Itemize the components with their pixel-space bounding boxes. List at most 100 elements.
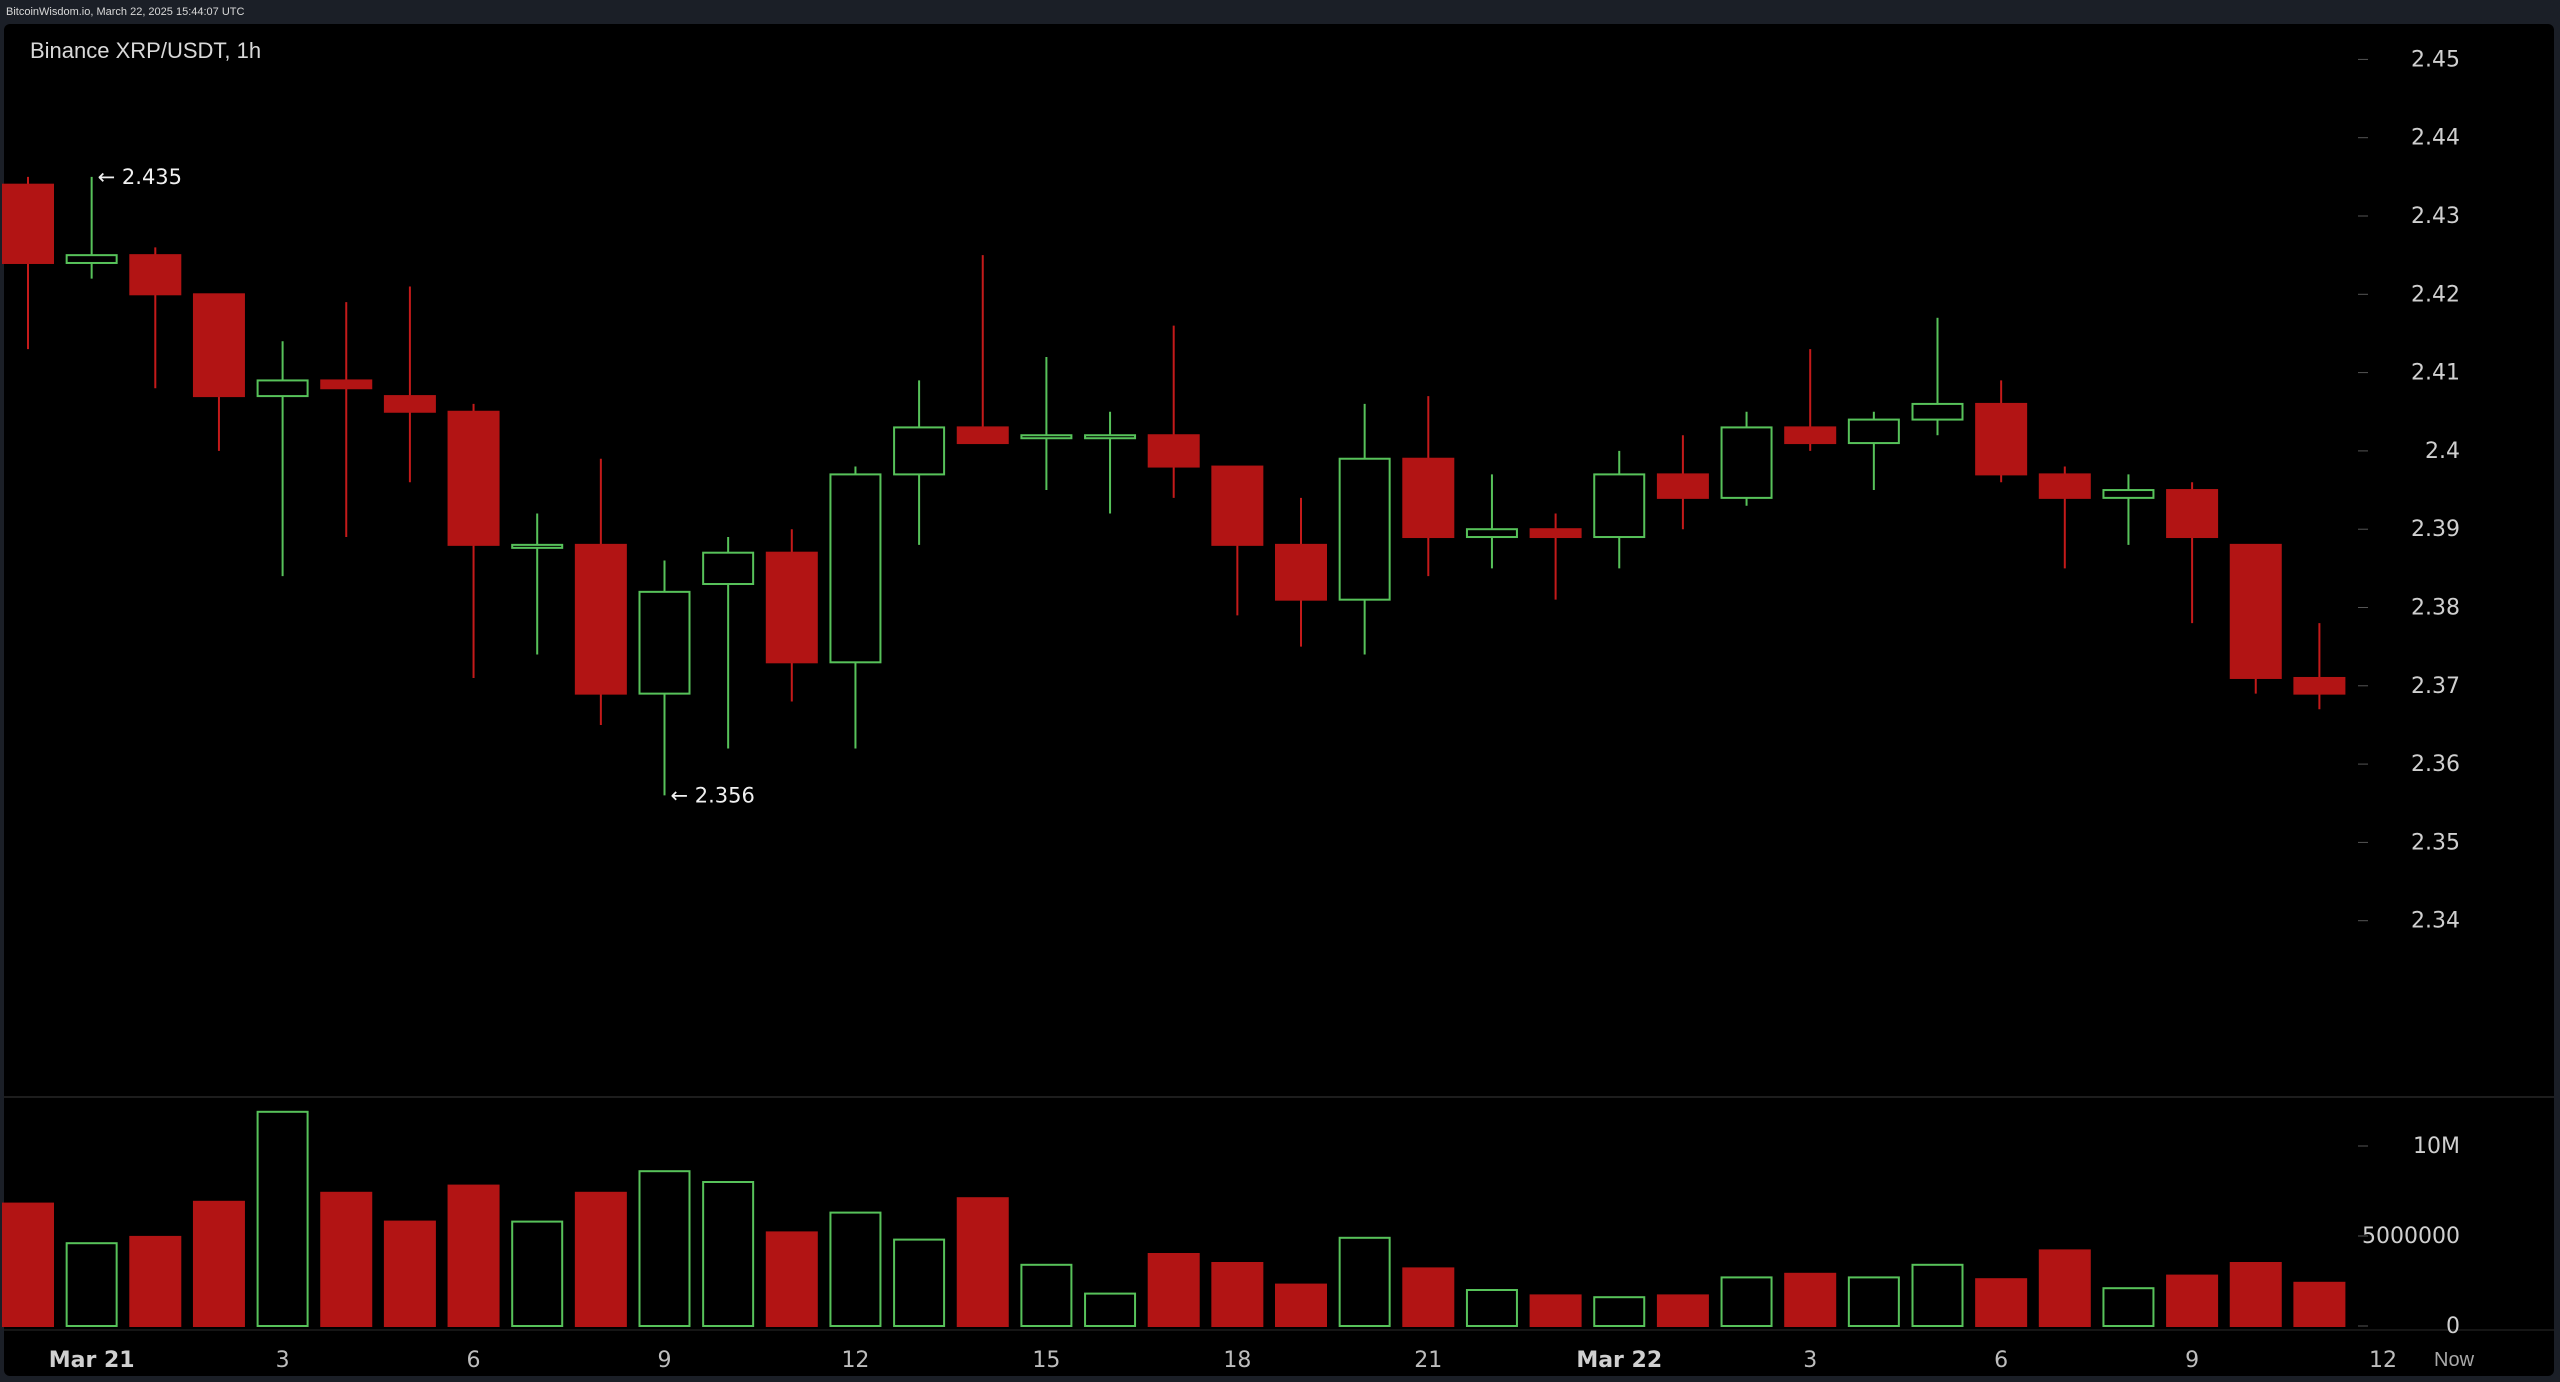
time-axis-label: 9: [658, 1348, 672, 1373]
candle-body-up: [511, 543, 564, 549]
candle-body-up: [829, 473, 882, 664]
candle-body-up: [1593, 473, 1646, 539]
price-tick-label: 2.43: [2411, 204, 2460, 229]
volume-bar-up: [638, 1170, 691, 1327]
price-tick-label: 2.38: [2411, 596, 2460, 621]
time-axis-label: 12: [2369, 1348, 2397, 1373]
volume-bar-up: [1593, 1296, 1646, 1327]
candle-body-up: [1847, 418, 1900, 445]
volume-bar-down: [574, 1191, 627, 1328]
volume-bar-down: [2, 1202, 54, 1327]
candle-body-up: [1465, 528, 1518, 539]
volume-bar-down: [2166, 1274, 2219, 1327]
chart-title: Binance XRP/USDT, 1h: [30, 38, 262, 63]
candle-body-up: [1720, 426, 1773, 499]
price-tick-label: 2.45: [2411, 47, 2460, 72]
volume-bar-down: [2038, 1249, 2091, 1328]
candle-body-up: [1338, 457, 1391, 601]
candle-body-down: [956, 426, 1009, 445]
volume-bar-down: [1275, 1283, 1327, 1327]
time-axis-label: 9: [2185, 1348, 2199, 1373]
volume-tick-label: 0: [2446, 1314, 2460, 1339]
candle-body-down: [383, 395, 436, 413]
candle-body-down: [2, 183, 54, 264]
volume-bar-down: [1784, 1272, 1837, 1328]
volume-bar-down: [1402, 1267, 1455, 1328]
price-tick-label: 2.4: [2425, 439, 2460, 464]
price-annotation: ← 2.435: [98, 165, 182, 189]
time-axis-label: 15: [1032, 1348, 1060, 1373]
volume-bar-up: [1911, 1263, 1964, 1328]
candle-body-up: [256, 379, 309, 398]
time-axis-label: 6: [1994, 1348, 2008, 1373]
time-axis-label: Mar 22: [1576, 1348, 1662, 1373]
time-axis-label: Mar 21: [49, 1348, 135, 1373]
candle-body-up: [65, 254, 118, 264]
candle-body-down: [765, 551, 818, 664]
candle-body-down: [1784, 426, 1837, 445]
volume-bar-up: [1020, 1263, 1073, 1328]
candle-body-down: [1529, 528, 1582, 539]
candle-body-up: [1020, 434, 1073, 440]
candle-body-up: [1911, 402, 1964, 421]
volume-bar-down: [1975, 1278, 2028, 1327]
price-tick-label: 2.36: [2411, 752, 2460, 777]
candle-body-down: [1656, 473, 1709, 499]
candle-body-down: [1211, 465, 1264, 546]
candle-body-up: [1084, 434, 1137, 440]
price-tick-label: 2.34: [2411, 909, 2460, 934]
time-axis-label: 3: [276, 1348, 290, 1373]
price-tick-label: 2.42: [2411, 282, 2460, 307]
candle-body-down: [574, 543, 627, 695]
volume-bar-up: [1084, 1292, 1137, 1327]
volume-bar-down: [192, 1200, 245, 1328]
candle-body-down: [1147, 434, 1200, 468]
volume-bar-down: [1147, 1253, 1200, 1327]
volume-bar-down: [1656, 1294, 1709, 1328]
candle-body-down: [2038, 473, 2091, 499]
volume-bar-down: [129, 1235, 182, 1328]
volume-bar-up: [893, 1238, 946, 1327]
price-tick-label: 2.37: [2411, 674, 2460, 699]
volume-bar-down: [956, 1197, 1009, 1327]
volume-bar-down: [2229, 1262, 2282, 1327]
candle-body-down: [2293, 676, 2346, 695]
volume-bar-up: [702, 1181, 755, 1327]
candle-body-down: [320, 379, 373, 390]
candle-body-down: [447, 410, 500, 546]
price-tick-label: 2.44: [2411, 126, 2460, 151]
candle-body-up: [893, 426, 946, 476]
volume-bar-up: [1720, 1276, 1773, 1328]
time-axis-label: 18: [1223, 1348, 1251, 1373]
volume-bar-down: [447, 1184, 500, 1327]
volume-bar-down: [383, 1220, 436, 1327]
now-label: Now: [2434, 1349, 2475, 1371]
volume-bar-up: [1338, 1236, 1391, 1328]
volume-bar-up: [2102, 1287, 2155, 1327]
time-axis-label: 21: [1414, 1348, 1442, 1373]
time-axis-label: 12: [841, 1348, 869, 1373]
volume-bar-down: [1529, 1294, 1582, 1328]
top-bar: BitcoinWisdom.io, March 22, 2025 15:44:0…: [0, 0, 2560, 24]
source-timestamp: BitcoinWisdom.io, March 22, 2025 15:44:0…: [6, 6, 245, 18]
volume-bar-up: [1847, 1276, 1900, 1328]
candle-body-up: [702, 551, 755, 586]
price-tick-label: 2.35: [2411, 830, 2460, 855]
volume-tick-label: 10M: [2413, 1134, 2460, 1159]
candle-body-down: [192, 293, 245, 398]
candle-body-down: [1975, 402, 2028, 476]
candle-body-up: [638, 590, 691, 695]
volume-bar-down: [320, 1191, 373, 1328]
candle-body-up: [2102, 489, 2155, 499]
volume-tick-label: 5000000: [2362, 1224, 2460, 1249]
time-axis-label: 6: [467, 1348, 481, 1373]
volume-bar-up: [511, 1220, 564, 1327]
candle-body-down: [2166, 489, 2219, 539]
time-axis-label: 3: [1803, 1348, 1817, 1373]
candle-body-down: [1275, 543, 1327, 601]
price-tick-label: 2.39: [2411, 517, 2460, 542]
candle-body-down: [2229, 543, 2282, 679]
volume-bar-up: [829, 1211, 882, 1327]
volume-bar-up: [1465, 1289, 1518, 1327]
